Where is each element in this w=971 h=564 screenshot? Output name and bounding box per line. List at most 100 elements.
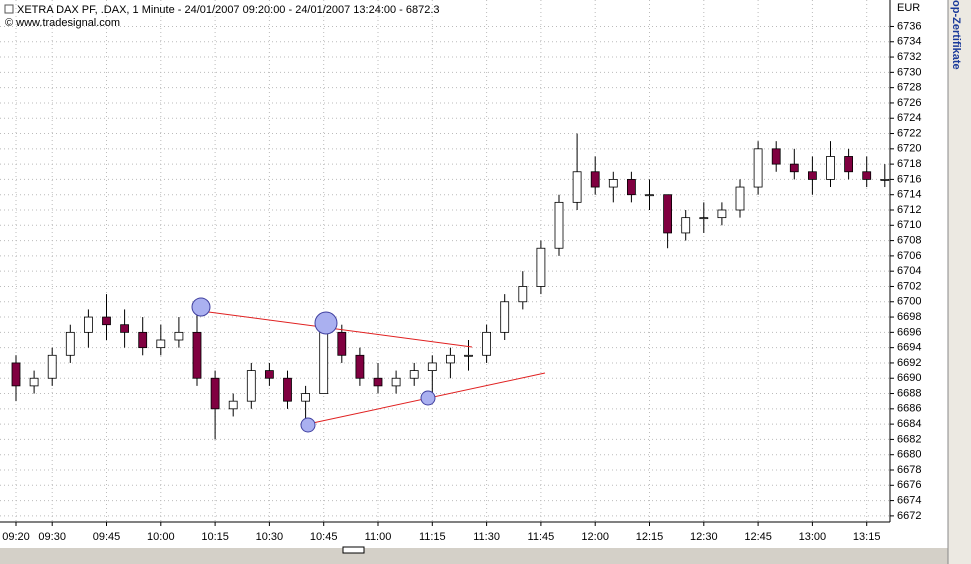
x-tick-label: 11:30 (473, 531, 500, 543)
candle-body (572, 171, 582, 203)
chart-title: XETRA DAX PF, .DAX, 1 Minute - 24/01/200… (17, 4, 440, 16)
candle-body (373, 377, 383, 387)
candle-body (789, 163, 799, 173)
y-tick-label: 6678 (897, 464, 921, 476)
candle-body (862, 171, 872, 180)
y-tick-label: 6682 (897, 433, 921, 445)
candle-body (554, 201, 564, 249)
chart-background (0, 0, 948, 548)
y-tick-label: 6716 (897, 173, 921, 185)
candle-body (264, 370, 274, 379)
y-tick-label: 6692 (897, 357, 921, 369)
candle-body (337, 331, 347, 356)
candle-body (445, 354, 455, 364)
y-tick-label: 6734 (897, 36, 921, 48)
y-tick-label: 6704 (897, 265, 921, 277)
x-tick-label: 09:45 (93, 531, 121, 543)
x-tick-label: 09:20 (2, 531, 30, 543)
pivot-marker (314, 311, 338, 335)
x-tick-label: 12:00 (581, 531, 609, 543)
y-tick-label: 6702 (897, 280, 921, 292)
y-tick-label: 6724 (897, 112, 921, 124)
candle-body (880, 179, 890, 181)
candle-body (246, 370, 256, 402)
candle-body (156, 339, 166, 349)
x-tick-label: 11:15 (419, 531, 446, 543)
x-tick-label: 13:15 (853, 531, 881, 543)
candle-body (228, 400, 238, 410)
candle-body (210, 377, 220, 410)
candle-body (319, 331, 329, 394)
candle-body (717, 209, 727, 219)
trendline (200, 310, 473, 348)
x-tick-label: 11:00 (365, 531, 392, 543)
candle-body (427, 362, 437, 371)
y-tick-label: 6730 (897, 66, 921, 78)
candle-body (808, 171, 817, 180)
watermark: © www.tradesignal.com (5, 17, 120, 29)
y-tick-label: 6676 (897, 479, 921, 491)
candle-body (301, 393, 311, 402)
x-tick-label: 09:30 (38, 531, 66, 543)
candle-body (47, 354, 57, 379)
y-tick-label: 6690 (897, 372, 921, 384)
scroll-handle[interactable] (342, 546, 365, 554)
y-tick-label: 6720 (897, 143, 921, 155)
chart-icon[interactable] (4, 4, 14, 14)
x-tick-label: 12:30 (690, 531, 718, 543)
drawings (191, 297, 546, 433)
candle-body (699, 217, 709, 220)
y-tick-label: 6718 (897, 158, 921, 170)
candle-body (138, 331, 148, 349)
y-tick-label: 6688 (897, 387, 921, 399)
grid (0, 0, 890, 522)
candle-body (663, 194, 672, 234)
candle-body (120, 324, 129, 333)
x-tick-label: 13:00 (799, 531, 827, 543)
pivot-marker (191, 297, 211, 317)
y-tick-label: 6712 (897, 204, 921, 216)
y-tick-label: 6706 (897, 250, 921, 262)
x-tick-label: 12:15 (636, 531, 664, 543)
y-tick-label: 6686 (897, 403, 921, 415)
x-tick-label: 11:45 (528, 531, 555, 543)
candle-body (65, 331, 75, 356)
y-tick-label: 6726 (897, 97, 921, 109)
candle-body (500, 301, 510, 333)
side-panel (948, 0, 971, 564)
y-tick-label: 6710 (897, 219, 921, 231)
y-tick-label: 6736 (897, 20, 921, 32)
candle-body (174, 331, 184, 341)
y-tick-label: 6700 (897, 296, 921, 308)
x-tick-label: 10:15 (201, 531, 229, 543)
x-tick-label: 12:45 (744, 531, 772, 543)
candles (11, 133, 890, 440)
y-tick-label: 6722 (897, 127, 921, 139)
candle-body (590, 171, 600, 188)
y-tick-label: 6684 (897, 418, 921, 430)
candle-body (645, 194, 654, 197)
y-tick-label: 6694 (897, 342, 921, 354)
y-tick-label: 6680 (897, 449, 921, 461)
x-tick-label: 10:00 (147, 531, 175, 543)
candle-body (11, 362, 21, 387)
pivot-marker (420, 390, 436, 406)
pivot-marker (300, 417, 316, 433)
candle-body (753, 148, 763, 188)
candle-body (102, 316, 111, 326)
y-tick-label: 6728 (897, 82, 921, 94)
y-tick-label: 6672 (897, 510, 921, 522)
candle-body (681, 217, 691, 234)
candle-body (844, 156, 853, 173)
y-unit: EUR (897, 2, 920, 14)
candle-body (355, 354, 365, 379)
x-tick-label: 10:30 (256, 531, 284, 543)
y-tick-label: 6732 (897, 51, 921, 63)
side-label: op-Zertifikate (950, 0, 962, 70)
candle-body (826, 156, 835, 180)
candle-body (735, 186, 745, 211)
candle-body (627, 179, 636, 196)
x-tick-label: 10:45 (310, 531, 338, 543)
